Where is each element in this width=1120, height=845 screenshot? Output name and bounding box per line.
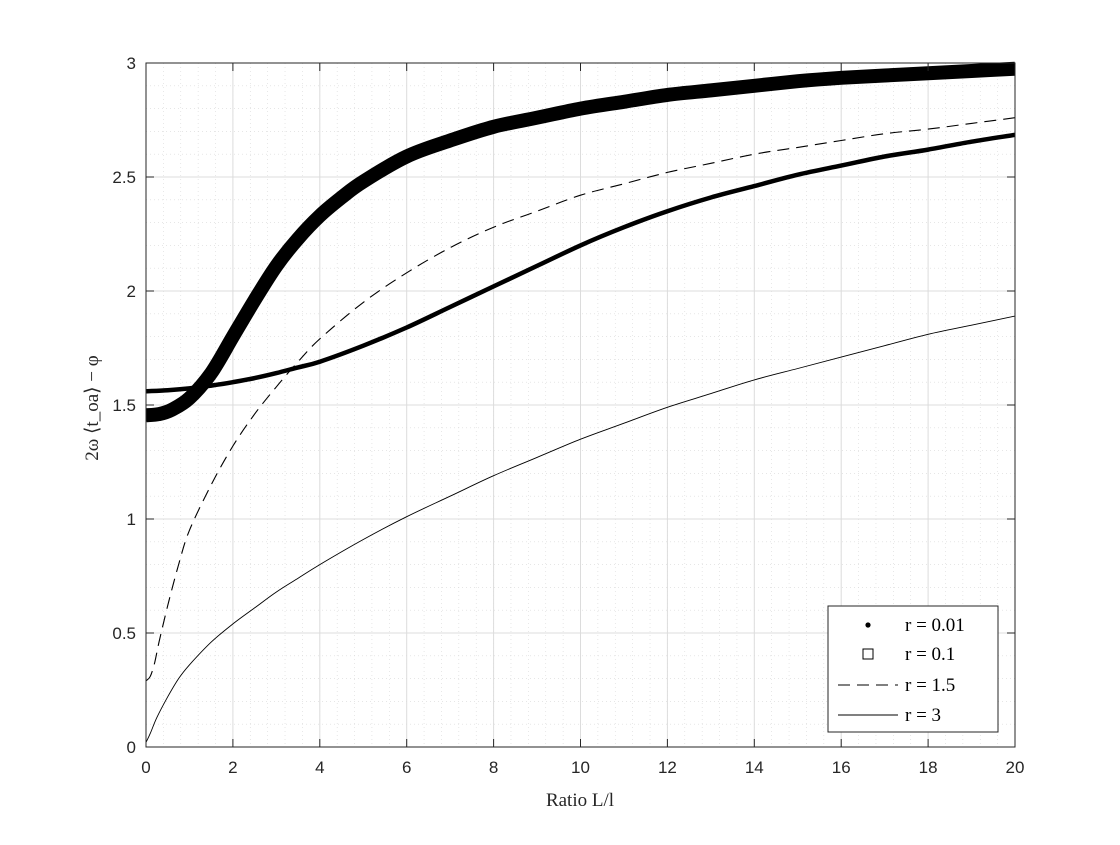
x-tick-label: 0	[141, 758, 150, 777]
x-tick-label: 16	[832, 758, 851, 777]
y-tick-label: 3	[127, 54, 136, 73]
y-tick-label: 0	[127, 738, 136, 757]
series-line-dashed	[146, 117, 1015, 682]
series-line-square	[146, 61, 1015, 423]
x-tick-label: 20	[1006, 758, 1025, 777]
x-tick-label: 14	[745, 758, 764, 777]
y-tick-label: 0.5	[112, 624, 136, 643]
legend-label: r = 0.01	[905, 615, 965, 636]
legend-marker-square	[862, 648, 874, 660]
y-axis-title: 2ω ⟨t_oa⟩ − φ	[82, 355, 103, 461]
axes	[145, 62, 1016, 748]
series-layer	[146, 61, 1015, 743]
legend-label: r = 3	[905, 705, 941, 726]
y-tick-label: 1.5	[112, 396, 136, 415]
x-tick-label: 2	[228, 758, 237, 777]
y-tick-label: 2	[127, 282, 136, 301]
x-tick-label: 8	[489, 758, 498, 777]
series-line-dot	[146, 132, 1015, 394]
x-axis-title: Ratio L/l	[546, 790, 614, 811]
x-tick-label: 18	[919, 758, 938, 777]
legend-marker-dot	[865, 622, 871, 628]
legend: r = 0.01 r = 0.1 r = 1.5 r = 3	[827, 605, 999, 733]
y-tick-label: 2.5	[112, 168, 136, 187]
legend-box	[827, 605, 999, 733]
tick-labels: 0 2 4 6 8 10 12 14 16 18 20 0 0.5 1 1.5 2 2.5 3	[112, 54, 1024, 777]
x-tick-label: 12	[658, 758, 677, 777]
y-tick-label: 1	[127, 510, 136, 529]
x-tick-label: 10	[571, 758, 590, 777]
legend-label: r = 1.5	[905, 675, 955, 696]
series-line-solid	[146, 315, 1015, 743]
legend-label: r = 0.1	[905, 644, 955, 665]
x-tick-label: 4	[315, 758, 324, 777]
x-tick-label: 6	[402, 758, 411, 777]
